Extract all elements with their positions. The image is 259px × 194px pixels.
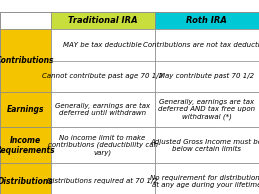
- Text: MAY be tax deductible: MAY be tax deductible: [63, 42, 142, 48]
- Bar: [0, 92, 51, 127]
- Text: Roth IRA: Roth IRA: [186, 16, 227, 25]
- Bar: [51, 92, 155, 127]
- Bar: [0, 163, 51, 194]
- Bar: [155, 12, 259, 29]
- Text: Traditional IRA: Traditional IRA: [68, 16, 137, 25]
- Text: Cannot contribute past age 70 1/2: Cannot contribute past age 70 1/2: [42, 73, 163, 79]
- Bar: [0, 12, 51, 29]
- Text: No income limit to make
contributions (deductibility can
vary): No income limit to make contributions (d…: [48, 135, 157, 156]
- Text: Contributions are not tax deductible: Contributions are not tax deductible: [143, 42, 259, 48]
- Text: Distributions: Distributions: [0, 177, 53, 186]
- Text: Adjusted Gross Income must be
below certain limits: Adjusted Gross Income must be below cert…: [151, 139, 259, 152]
- Text: Contributions: Contributions: [0, 56, 54, 65]
- Bar: [155, 127, 259, 163]
- Text: No requirement for distributions
at any age during your lifetime: No requirement for distributions at any …: [150, 175, 259, 188]
- Bar: [155, 163, 259, 194]
- Text: Generally, earnings are tax
deferred AND tax free upon
withdrawal (*): Generally, earnings are tax deferred AND…: [158, 99, 255, 120]
- Bar: [155, 29, 259, 92]
- Text: Income
Requirements: Income Requirements: [0, 136, 55, 155]
- Text: Distributions required at 70 1/2: Distributions required at 70 1/2: [47, 178, 158, 184]
- Text: Earnings: Earnings: [6, 105, 44, 114]
- Text: Generally, earnings are tax
deferred until withdrawn: Generally, earnings are tax deferred unt…: [55, 103, 150, 116]
- Bar: [51, 12, 155, 29]
- Bar: [0, 127, 51, 163]
- Bar: [0, 29, 51, 92]
- Bar: [155, 92, 259, 127]
- Text: May contribute past 70 1/2: May contribute past 70 1/2: [159, 73, 254, 79]
- Bar: [51, 127, 155, 163]
- Bar: [51, 163, 155, 194]
- Bar: [51, 29, 155, 92]
